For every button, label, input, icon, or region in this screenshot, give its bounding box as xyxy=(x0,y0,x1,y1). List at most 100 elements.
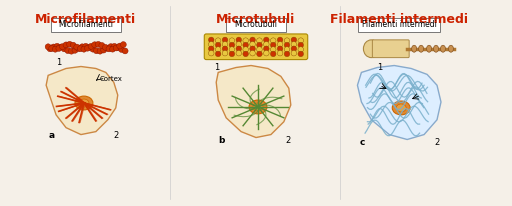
Text: Cortex: Cortex xyxy=(100,76,123,82)
Text: 2: 2 xyxy=(434,138,439,146)
Circle shape xyxy=(77,46,83,52)
Circle shape xyxy=(284,51,290,57)
Text: 1: 1 xyxy=(56,58,61,67)
Circle shape xyxy=(278,37,283,43)
Circle shape xyxy=(216,51,221,57)
Circle shape xyxy=(298,51,304,57)
Circle shape xyxy=(113,45,119,51)
Circle shape xyxy=(298,38,304,43)
Circle shape xyxy=(270,51,276,57)
Circle shape xyxy=(216,42,221,48)
Circle shape xyxy=(236,50,242,56)
Circle shape xyxy=(291,42,296,47)
Circle shape xyxy=(222,46,228,52)
Circle shape xyxy=(54,43,60,49)
Circle shape xyxy=(115,44,121,50)
Ellipse shape xyxy=(392,101,410,115)
Text: 2: 2 xyxy=(286,136,291,145)
Circle shape xyxy=(122,48,128,54)
Polygon shape xyxy=(216,66,291,138)
Circle shape xyxy=(270,47,276,52)
Circle shape xyxy=(65,48,71,54)
Circle shape xyxy=(79,44,85,50)
Circle shape xyxy=(88,43,94,49)
Circle shape xyxy=(208,50,214,56)
Circle shape xyxy=(99,42,105,48)
Ellipse shape xyxy=(440,45,445,52)
Circle shape xyxy=(264,50,269,56)
Circle shape xyxy=(104,45,110,51)
Circle shape xyxy=(298,47,304,52)
Circle shape xyxy=(278,42,283,47)
Circle shape xyxy=(81,46,87,52)
Circle shape xyxy=(236,42,242,47)
Circle shape xyxy=(229,38,234,43)
Ellipse shape xyxy=(253,103,263,111)
Circle shape xyxy=(278,50,283,56)
Circle shape xyxy=(222,42,228,47)
Circle shape xyxy=(291,50,296,56)
Circle shape xyxy=(284,47,290,52)
Text: Filamenti intermedi: Filamenti intermedi xyxy=(362,20,437,29)
Text: 2: 2 xyxy=(114,131,119,140)
Circle shape xyxy=(70,42,76,48)
Text: Microfilamenti: Microfilamenti xyxy=(58,20,114,29)
Circle shape xyxy=(216,47,221,52)
Text: 1: 1 xyxy=(377,63,382,71)
Circle shape xyxy=(208,46,214,52)
Circle shape xyxy=(72,47,78,53)
Ellipse shape xyxy=(75,96,93,110)
Circle shape xyxy=(49,46,55,52)
Circle shape xyxy=(63,42,69,48)
Circle shape xyxy=(119,47,124,52)
Circle shape xyxy=(222,37,228,43)
Circle shape xyxy=(229,51,234,57)
Text: c: c xyxy=(359,138,365,146)
Ellipse shape xyxy=(249,100,267,114)
Circle shape xyxy=(250,46,255,52)
Text: Filamenti intermedi: Filamenti intermedi xyxy=(330,13,468,26)
Circle shape xyxy=(67,41,73,47)
Circle shape xyxy=(58,44,63,50)
FancyBboxPatch shape xyxy=(358,18,440,32)
Circle shape xyxy=(90,46,96,52)
Polygon shape xyxy=(46,67,118,135)
Circle shape xyxy=(250,42,255,47)
Circle shape xyxy=(243,51,248,57)
Circle shape xyxy=(208,37,214,43)
FancyBboxPatch shape xyxy=(372,40,409,58)
Circle shape xyxy=(52,46,58,52)
Circle shape xyxy=(101,47,106,53)
Circle shape xyxy=(243,42,248,48)
Circle shape xyxy=(264,37,269,43)
Circle shape xyxy=(284,38,290,43)
Circle shape xyxy=(270,38,276,43)
Circle shape xyxy=(56,46,62,51)
FancyBboxPatch shape xyxy=(204,34,308,60)
Circle shape xyxy=(264,42,269,47)
Circle shape xyxy=(278,46,283,52)
Circle shape xyxy=(291,37,296,43)
Circle shape xyxy=(229,42,234,48)
Circle shape xyxy=(76,46,81,52)
Circle shape xyxy=(243,47,248,52)
Ellipse shape xyxy=(419,45,423,52)
Ellipse shape xyxy=(79,99,89,107)
Circle shape xyxy=(298,42,304,48)
Ellipse shape xyxy=(412,45,417,52)
Text: Microtubuli: Microtubuli xyxy=(234,20,278,29)
Text: a: a xyxy=(48,131,54,140)
Circle shape xyxy=(110,46,116,52)
FancyBboxPatch shape xyxy=(51,18,121,32)
Circle shape xyxy=(284,42,290,48)
Ellipse shape xyxy=(364,40,379,58)
Circle shape xyxy=(102,44,109,50)
Ellipse shape xyxy=(434,45,438,52)
Circle shape xyxy=(51,44,56,50)
Circle shape xyxy=(257,51,262,57)
Circle shape xyxy=(243,38,248,43)
Circle shape xyxy=(97,48,103,54)
Circle shape xyxy=(45,44,51,50)
Circle shape xyxy=(270,42,276,48)
Circle shape xyxy=(92,42,98,48)
